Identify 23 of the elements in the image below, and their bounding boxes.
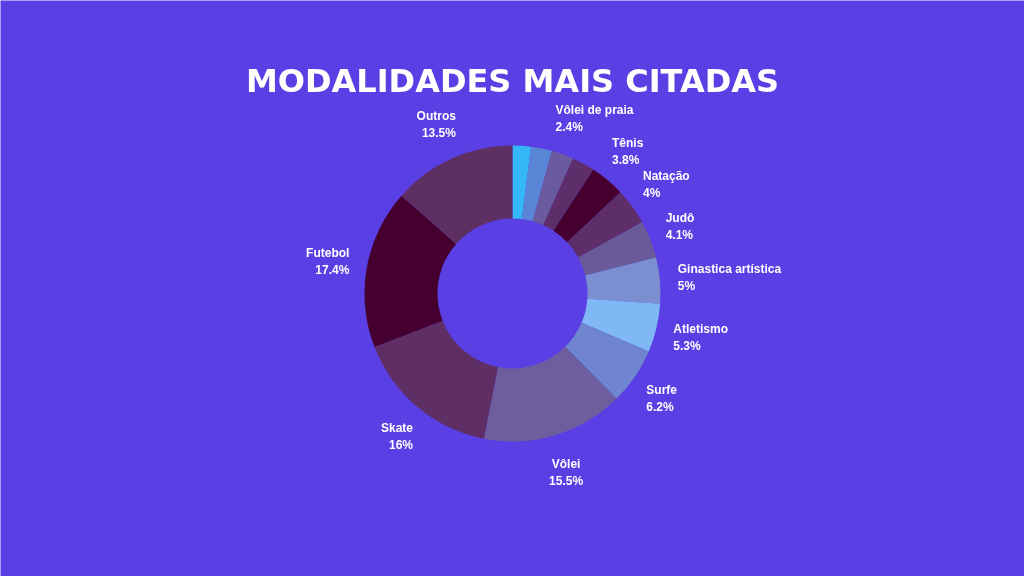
slice-label: Ginastica artística: [677, 262, 782, 277]
data-label: 4%: [642, 186, 661, 201]
data-label: 15.5%: [549, 473, 584, 488]
slice-label: Vôlei de praia: [555, 103, 634, 118]
slice-label: Atletismo: [673, 321, 729, 336]
data-label: 13.5%: [421, 125, 457, 140]
chart-title: MODALIDADES MAIS CITADAS: [245, 61, 780, 100]
data-label: 4.1%: [665, 227, 694, 242]
data-label: 5%: [677, 279, 696, 294]
slice-label: Natação: [642, 169, 690, 184]
slice-label: Surfe: [646, 383, 678, 398]
data-label: 3.8%: [611, 152, 640, 167]
data-label: 16%: [389, 438, 414, 453]
slice-label: Tênis: [611, 135, 644, 150]
slice-label: Judô: [665, 210, 695, 225]
slice-label: Skate: [381, 421, 414, 436]
data-label: 17.4%: [315, 262, 350, 277]
slice-label: Vôlei: [551, 456, 581, 471]
data-label: 5.3%: [673, 338, 702, 353]
slice-label: Futebol: [306, 245, 350, 260]
data-label: 2.4%: [555, 120, 584, 135]
slice-label: Outros: [416, 108, 457, 123]
data-label: 6.2%: [646, 400, 675, 415]
